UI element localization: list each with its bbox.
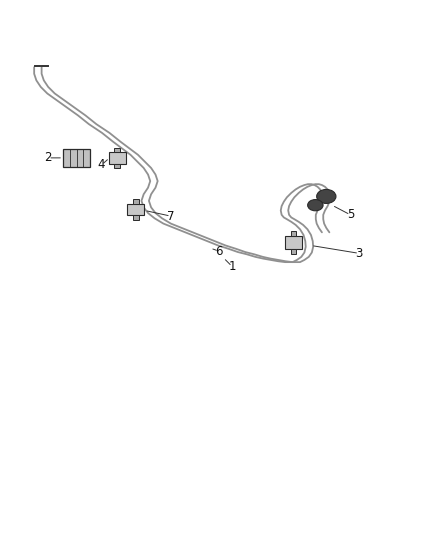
Bar xyxy=(133,215,139,220)
Bar xyxy=(133,199,139,204)
Bar xyxy=(290,231,297,236)
Text: 7: 7 xyxy=(167,209,175,223)
Text: 1: 1 xyxy=(228,260,236,273)
Bar xyxy=(109,152,126,164)
Text: 5: 5 xyxy=(347,208,354,221)
Bar xyxy=(63,149,90,167)
Ellipse shape xyxy=(307,199,323,211)
Bar xyxy=(114,164,120,168)
Ellipse shape xyxy=(317,189,336,204)
Bar xyxy=(127,204,144,215)
Text: 3: 3 xyxy=(356,247,363,260)
Bar xyxy=(285,236,302,249)
Text: 6: 6 xyxy=(215,245,223,257)
Text: 2: 2 xyxy=(44,151,52,164)
Text: 4: 4 xyxy=(98,158,106,172)
Bar xyxy=(114,148,120,152)
Bar xyxy=(290,249,297,254)
